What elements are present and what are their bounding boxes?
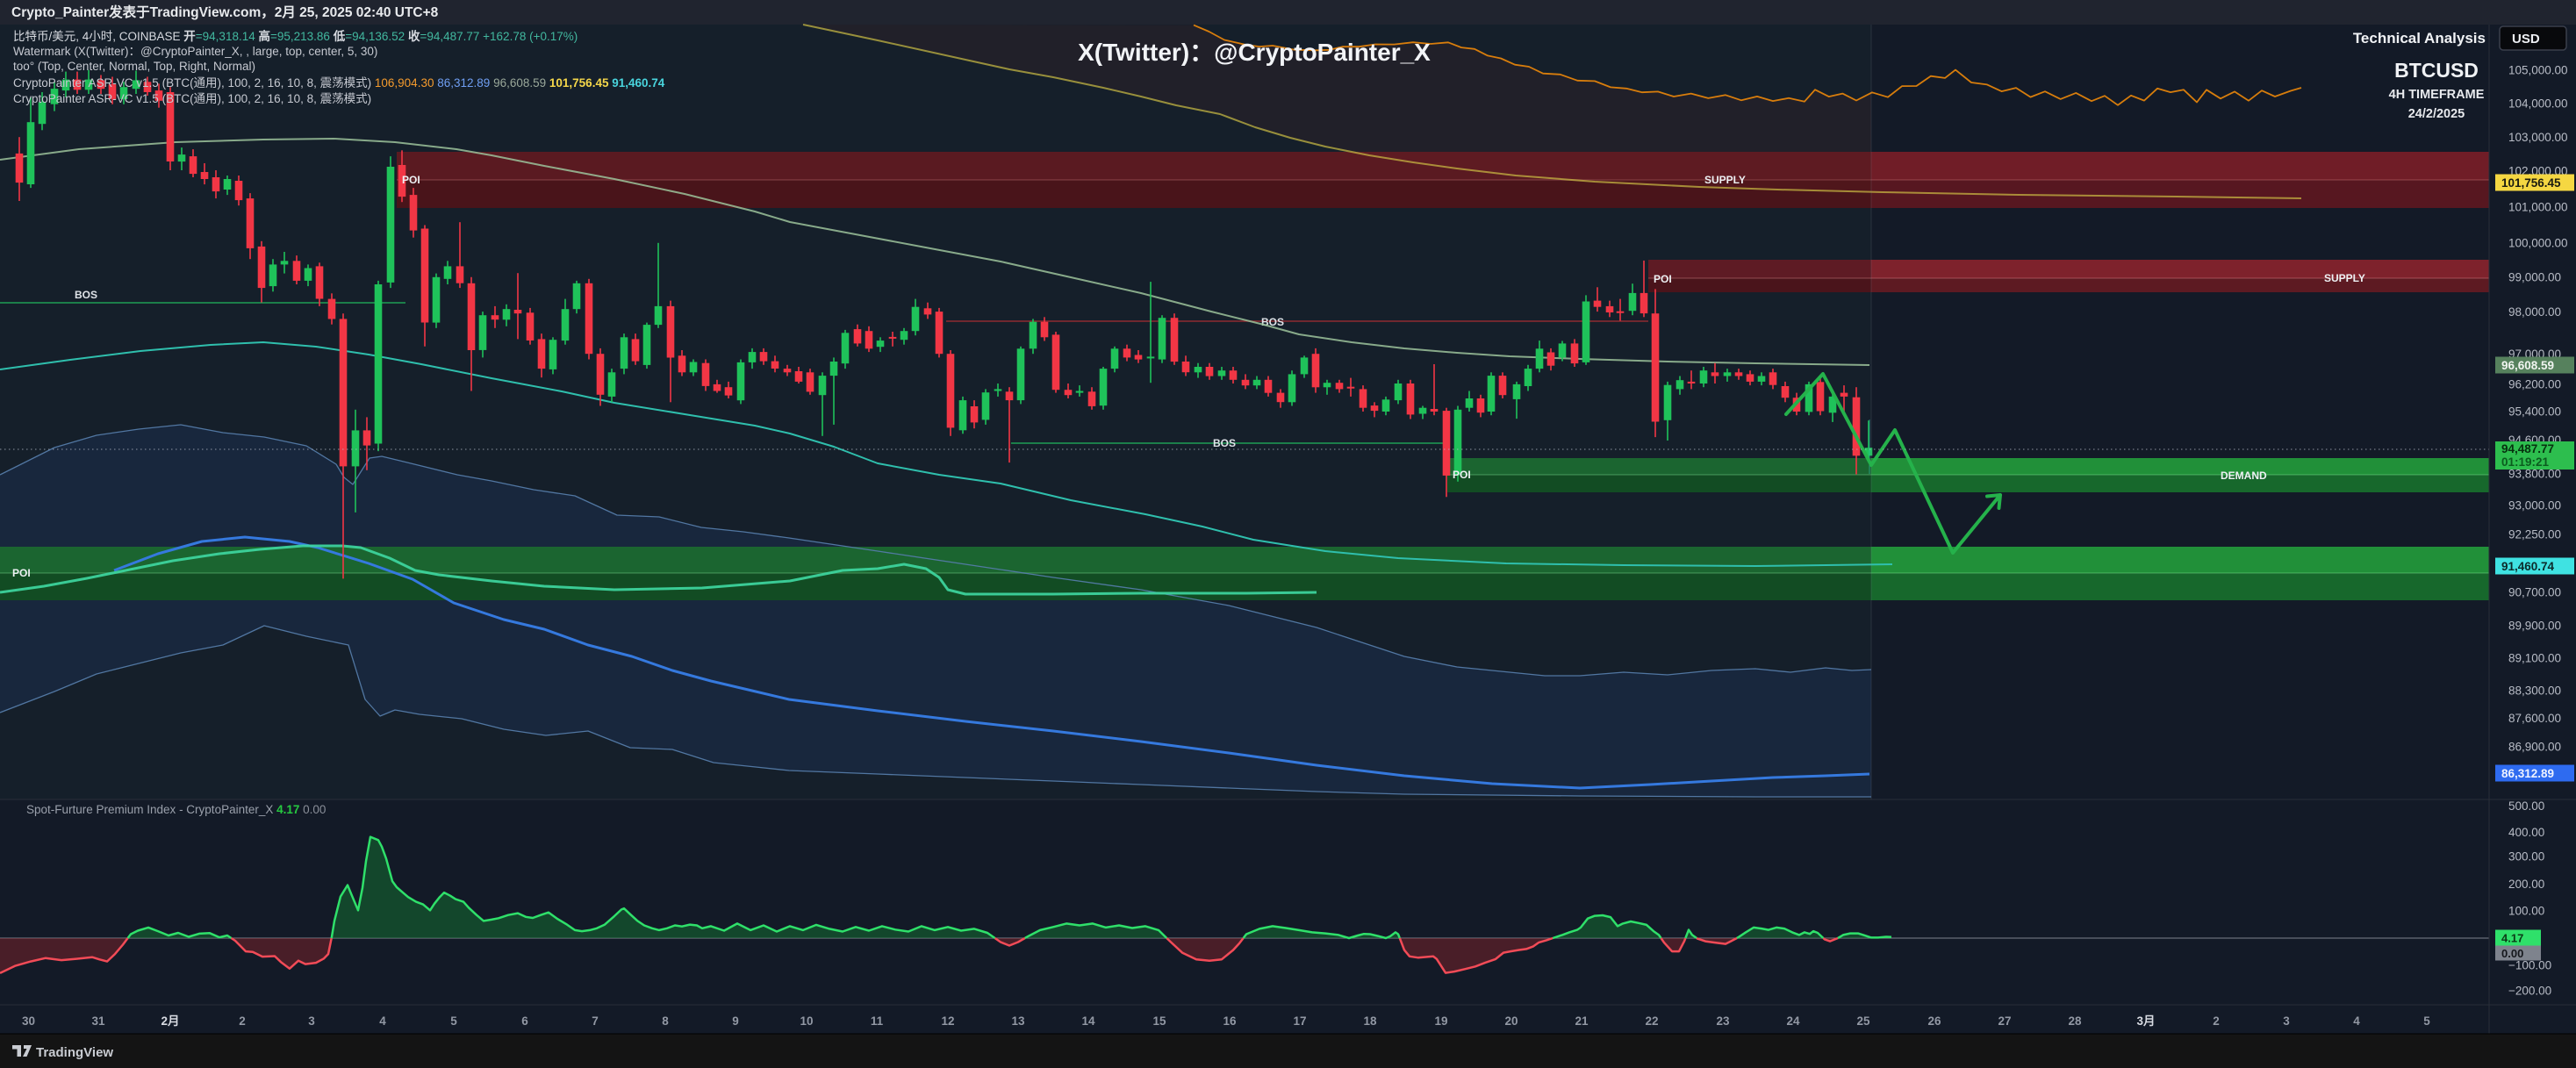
- svg-text:94,487.77: 94,487.77: [2501, 442, 2554, 455]
- svg-text:−100.00: −100.00: [2508, 959, 2551, 972]
- svg-text:15: 15: [1152, 1014, 1166, 1028]
- svg-text:21: 21: [1575, 1014, 1589, 1028]
- svg-text:24/2/2025: 24/2/2025: [2408, 107, 2465, 121]
- svg-text:96,608.59: 96,608.59: [2501, 359, 2554, 372]
- svg-text:104,000.00: 104,000.00: [2508, 97, 2568, 111]
- svg-text:8: 8: [662, 1014, 669, 1028]
- svg-text:300.00: 300.00: [2508, 850, 2544, 864]
- svg-text:18: 18: [1363, 1014, 1377, 1028]
- svg-text:30: 30: [22, 1014, 35, 1028]
- svg-text:93,800.00: 93,800.00: [2508, 468, 2561, 481]
- svg-text:5: 5: [2423, 1014, 2430, 1028]
- svg-text:Watermark (X(Twitter)：@CryptoP: Watermark (X(Twitter)：@CryptoPainter_X, …: [13, 45, 377, 58]
- svg-text:SUPPLY: SUPPLY: [2324, 272, 2365, 284]
- svg-text:101,756.45: 101,756.45: [2501, 176, 2561, 190]
- svg-text:25: 25: [1856, 1014, 1870, 1028]
- svg-text:Technical Analysis: Technical Analysis: [2353, 30, 2486, 47]
- svg-text:22: 22: [1645, 1014, 1658, 1028]
- svg-text:−200.00: −200.00: [2508, 985, 2551, 998]
- svg-text:90,700.00: 90,700.00: [2508, 586, 2561, 599]
- svg-text:86,312.89: 86,312.89: [2501, 767, 2554, 780]
- svg-text:too° (Top, Center, Normal, Top: too° (Top, Center, Normal, Top, Right, N…: [13, 60, 255, 73]
- svg-text:01:19:21: 01:19:21: [2501, 455, 2550, 469]
- svg-text:12: 12: [941, 1014, 954, 1028]
- svg-text:SUPPLY: SUPPLY: [1704, 174, 1746, 186]
- svg-text:88,300.00: 88,300.00: [2508, 685, 2561, 698]
- svg-text:96,200.00: 96,200.00: [2508, 378, 2561, 391]
- svg-text:10: 10: [800, 1014, 813, 1028]
- svg-text:POI: POI: [12, 567, 31, 579]
- svg-text:13: 13: [1011, 1014, 1025, 1028]
- svg-text:7: 7: [592, 1014, 599, 1028]
- svg-text:Crypto_Painter发表于TradingView.c: Crypto_Painter发表于TradingView.com，2月 25, …: [11, 4, 439, 20]
- svg-text:USD: USD: [2512, 32, 2540, 47]
- svg-text:DEMAND: DEMAND: [2221, 469, 2267, 482]
- svg-text:BTCUSD: BTCUSD: [2394, 59, 2479, 82]
- svg-text:93,000.00: 93,000.00: [2508, 499, 2561, 512]
- svg-text:3: 3: [2283, 1014, 2290, 1028]
- svg-text:5: 5: [450, 1014, 457, 1028]
- svg-text:2: 2: [239, 1014, 246, 1028]
- svg-text:91,460.74: 91,460.74: [2501, 560, 2555, 573]
- svg-text:99,000.00: 99,000.00: [2508, 271, 2561, 284]
- svg-text:9: 9: [732, 1014, 739, 1028]
- svg-text:100.00: 100.00: [2508, 905, 2544, 918]
- svg-text:4.17: 4.17: [2501, 931, 2523, 944]
- svg-text:100,000.00: 100,000.00: [2508, 237, 2568, 250]
- svg-text:TradingView: TradingView: [36, 1045, 113, 1060]
- svg-text:X(Twitter)：@CryptoPainter_X: X(Twitter)：@CryptoPainter_X: [1078, 39, 1431, 66]
- svg-text:101,000.00: 101,000.00: [2508, 201, 2568, 214]
- svg-text:26: 26: [1927, 1014, 1941, 1028]
- svg-text:2月: 2月: [161, 1014, 179, 1028]
- svg-text:23: 23: [1716, 1014, 1730, 1028]
- svg-text:92,250.00: 92,250.00: [2508, 528, 2561, 541]
- svg-text:4: 4: [379, 1014, 386, 1028]
- svg-text:105,000.00: 105,000.00: [2508, 64, 2568, 77]
- svg-text:103,000.00: 103,000.00: [2508, 131, 2568, 144]
- svg-text:87,600.00: 87,600.00: [2508, 712, 2561, 725]
- svg-text:27: 27: [1998, 1014, 2011, 1028]
- svg-text:2: 2: [2213, 1014, 2220, 1028]
- svg-text:比特币/美元, 4小时, COINBASE 开=94,318: 比特币/美元, 4小时, COINBASE 开=94,318.14 高=95,2…: [13, 29, 578, 43]
- svg-text:4H TIMEFRAME: 4H TIMEFRAME: [2389, 88, 2485, 102]
- svg-text:89,100.00: 89,100.00: [2508, 652, 2561, 665]
- svg-text:3月: 3月: [2136, 1014, 2155, 1028]
- svg-text:17: 17: [1293, 1014, 1306, 1028]
- svg-text:500.00: 500.00: [2508, 799, 2544, 813]
- svg-text:89,900.00: 89,900.00: [2508, 620, 2561, 633]
- svg-text:11: 11: [871, 1014, 884, 1028]
- svg-text:POI: POI: [402, 174, 420, 186]
- svg-text:28: 28: [2068, 1014, 2082, 1028]
- svg-text:CryptoPainter ASR-VC v1.5 (BTC: CryptoPainter ASR-VC v1.5 (BTC(通用), 100,…: [13, 76, 665, 90]
- svg-text:Spot-Furture Premium Index - C: Spot-Furture Premium Index - CryptoPaint…: [26, 803, 326, 816]
- svg-text:14: 14: [1081, 1014, 1095, 1028]
- svg-text:200.00: 200.00: [2508, 878, 2544, 891]
- svg-text:95,400.00: 95,400.00: [2508, 405, 2561, 419]
- svg-text:86,900.00: 86,900.00: [2508, 741, 2561, 754]
- svg-text:3: 3: [308, 1014, 315, 1028]
- svg-text:98,000.00: 98,000.00: [2508, 305, 2561, 319]
- svg-text:POI: POI: [1654, 273, 1672, 285]
- svg-text:0.00: 0.00: [2501, 947, 2523, 960]
- svg-text:24: 24: [1786, 1014, 1800, 1028]
- svg-text:19: 19: [1434, 1014, 1447, 1028]
- svg-text:BOS: BOS: [75, 289, 97, 301]
- svg-text:20: 20: [1504, 1014, 1518, 1028]
- svg-text:POI: POI: [1453, 469, 1471, 481]
- svg-text:CryptoPainter ASR-VC v1.5 (BTC: CryptoPainter ASR-VC v1.5 (BTC(通用), 100,…: [13, 92, 371, 105]
- svg-text:4: 4: [2353, 1014, 2360, 1028]
- svg-text:400.00: 400.00: [2508, 826, 2544, 839]
- svg-text:6: 6: [521, 1014, 528, 1028]
- svg-text:31: 31: [91, 1014, 105, 1028]
- svg-text:16: 16: [1223, 1014, 1237, 1028]
- svg-text:BOS: BOS: [1213, 437, 1236, 449]
